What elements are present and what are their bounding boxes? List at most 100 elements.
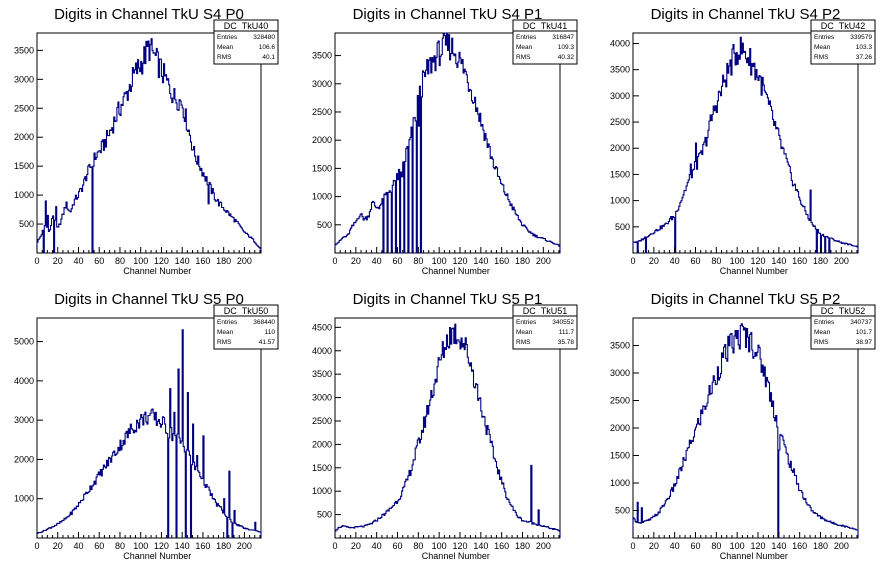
x-tick-label: 200 <box>834 541 849 551</box>
stats-label: Entries <box>217 34 238 41</box>
stats-label: Entries <box>814 319 835 326</box>
stats-label: Mean <box>217 44 234 51</box>
x-tick-label: 120 <box>154 256 169 266</box>
x-tick-label: 40 <box>670 256 680 266</box>
stats-value: 316847 <box>552 34 574 41</box>
y-tick-label: 1000 <box>610 196 630 206</box>
x-tick-label: 160 <box>792 256 807 266</box>
x-tick-label: 60 <box>94 541 104 551</box>
x-tick-label: 0 <box>332 256 337 266</box>
y-tick-label: 3500 <box>610 65 630 75</box>
x-tick-label: 20 <box>649 256 659 266</box>
x-tick-label: 160 <box>494 541 509 551</box>
y-tick-label: 2000 <box>312 439 332 449</box>
stats-label: RMS <box>516 339 531 346</box>
stats-label: Mean <box>516 329 533 336</box>
stats-value: 38.97 <box>856 339 873 346</box>
histogram-line <box>36 38 262 254</box>
y-tick-label: 1500 <box>610 451 630 461</box>
stats-value: 111.7 <box>559 329 575 336</box>
stats-name: DC_TkU40 <box>224 21 269 31</box>
chart-title: Digits in Channel TkU S4 P0 <box>54 6 244 23</box>
x-tick-label: 80 <box>413 541 423 551</box>
x-tick-label: 40 <box>73 541 83 551</box>
chart-title: Digits in Channel TkU S4 P1 <box>352 6 543 23</box>
x-tick-label: 120 <box>750 541 765 551</box>
y-tick-label: 2500 <box>312 416 332 426</box>
x-tick-label: 20 <box>53 256 63 266</box>
y-tick-label: 500 <box>317 510 332 520</box>
y-tick-label: 1500 <box>312 463 332 473</box>
x-tick-label: 140 <box>771 541 786 551</box>
y-tick-label: 1500 <box>14 161 34 171</box>
x-axis-label: Channel Number <box>720 551 788 561</box>
y-tick-label: 1000 <box>312 486 332 496</box>
x-tick-label: 60 <box>94 256 104 266</box>
x-tick-label: 20 <box>649 541 659 551</box>
x-tick-label: 80 <box>115 256 125 266</box>
y-tick-label: 2500 <box>312 107 332 117</box>
plot-frame <box>632 317 859 539</box>
y-tick-label: 3000 <box>610 91 630 101</box>
x-tick-label: 20 <box>351 256 361 266</box>
x-tick-label: 80 <box>413 256 423 266</box>
chart-title: Digits in Channel TkU S5 P2 <box>650 291 841 308</box>
stats-name: DC_TkU42 <box>821 21 866 31</box>
x-tick-label: 0 <box>34 256 39 266</box>
x-tick-label: 140 <box>473 256 488 266</box>
stats-value: 101.7 <box>856 329 873 336</box>
stats-label: Mean <box>217 329 234 336</box>
x-tick-label: 40 <box>372 256 382 266</box>
x-tick-label: 160 <box>494 256 509 266</box>
x-tick-label: 40 <box>372 541 382 551</box>
stats-value: 340552 <box>552 319 574 326</box>
y-tick-label: 3500 <box>312 369 332 379</box>
x-tick-label: 140 <box>473 541 488 551</box>
y-tick-label: 3000 <box>14 74 34 84</box>
histogram-line <box>36 329 262 539</box>
stats-box <box>810 19 876 65</box>
x-tick-label: 80 <box>115 541 125 551</box>
y-tick-label: 4000 <box>14 376 34 386</box>
y-tick-label: 5000 <box>14 337 34 347</box>
stats-label: RMS <box>516 54 531 61</box>
x-tick-label: 120 <box>452 541 467 551</box>
x-tick-label: 120 <box>452 256 467 266</box>
y-tick-label: 2500 <box>610 396 630 406</box>
stats-box <box>810 304 876 350</box>
stats-label: Mean <box>516 44 533 51</box>
stats-value: 35.78 <box>558 339 575 346</box>
x-tick-label: 140 <box>175 541 190 551</box>
x-tick-label: 140 <box>771 256 786 266</box>
x-tick-label: 180 <box>813 541 828 551</box>
stats-label: RMS <box>814 339 829 346</box>
x-axis-label: Channel Number <box>123 266 191 276</box>
x-tick-label: 200 <box>536 256 551 266</box>
stats-name: DC_TkU52 <box>821 306 866 316</box>
x-tick-label: 180 <box>515 541 530 551</box>
y-tick-label: 2000 <box>14 454 34 464</box>
histogram-line <box>334 323 561 538</box>
stats-label: Entries <box>516 319 537 326</box>
chart-title: Digits in Channel TkU S4 P2 <box>650 6 841 23</box>
y-tick-label: 1000 <box>610 478 630 488</box>
x-tick-label: 100 <box>133 541 148 551</box>
stats-label: RMS <box>814 54 829 61</box>
stats-label: RMS <box>217 339 232 346</box>
chart-title: Digits in Channel TkU S5 P1 <box>352 291 543 308</box>
y-tick-label: 3000 <box>610 368 630 378</box>
y-tick-label: 3500 <box>610 341 630 351</box>
x-tick-label: 120 <box>750 256 765 266</box>
stats-value: 328480 <box>253 34 275 41</box>
y-tick-label: 3500 <box>14 45 34 55</box>
plot-frame <box>36 32 262 254</box>
x-tick-label: 80 <box>711 256 721 266</box>
y-tick-label: 500 <box>615 222 630 232</box>
x-tick-label: 20 <box>53 541 63 551</box>
y-tick-label: 500 <box>317 220 332 230</box>
y-tick-label: 3500 <box>312 51 332 61</box>
